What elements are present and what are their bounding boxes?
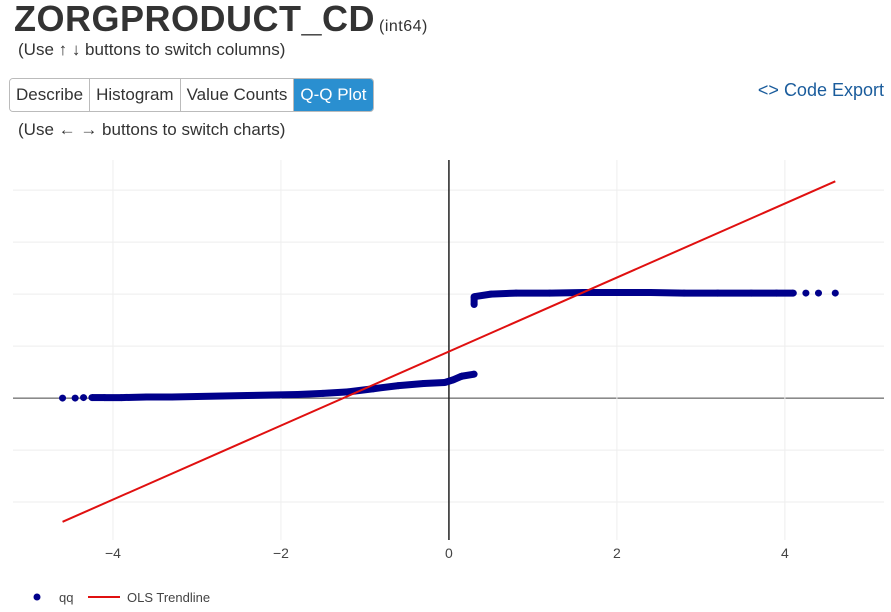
qq-point: [814, 289, 822, 297]
qq-point: [789, 289, 797, 297]
qq-point: [80, 394, 88, 402]
qq-point: [395, 382, 403, 390]
qq-point: [218, 392, 226, 400]
code-export-label: Code Export: [783, 80, 884, 100]
tab-histogram[interactable]: Histogram: [90, 79, 181, 111]
qq-point: [487, 290, 495, 298]
qq-point: [449, 376, 457, 384]
qq-point: [243, 391, 251, 399]
qq-point: [420, 380, 428, 388]
qq-point-band: [247, 391, 273, 399]
code-icon: <>: [757, 80, 779, 100]
qq-point: [772, 289, 780, 297]
qq-point: [88, 394, 96, 402]
qq-point-band: [196, 392, 223, 401]
qq-point: [831, 289, 839, 297]
qq-point-band: [171, 393, 198, 401]
code-export-link[interactable]: <> Code Export: [758, 80, 884, 101]
chart-switch-hint: (Use ← → buttons to switch charts): [18, 120, 286, 139]
ols-trendline: [62, 180, 836, 523]
qq-point: [470, 370, 478, 378]
qq-point: [59, 394, 67, 402]
qq-point: [269, 391, 277, 399]
qq-point: [512, 289, 520, 297]
qq-point: [470, 293, 478, 301]
tab-qq-plot[interactable]: Q-Q Plot: [294, 79, 373, 111]
x-tick-label: 2: [613, 545, 621, 561]
qq-point: [470, 301, 478, 309]
x-tick-label: −4: [105, 545, 121, 561]
x-tick-label: 4: [781, 545, 789, 561]
qq-point: [613, 289, 621, 297]
qq-point: [101, 394, 109, 402]
qq-point: [117, 394, 125, 402]
qq-point: [369, 385, 377, 393]
qq-point: [802, 289, 810, 297]
column-title: ZORGPRODUCT_CD (int64): [14, 0, 428, 40]
qq-point: [680, 289, 688, 297]
qq-point: [546, 289, 554, 297]
qq-point-band: [121, 393, 147, 402]
column-switch-hint: (Use ↑ ↓ buttons to switch columns): [18, 40, 286, 59]
qq-point-band: [549, 289, 584, 297]
qq-point-band: [423, 378, 445, 388]
legend-qq-marker: [33, 593, 41, 601]
qq-point-band: [322, 388, 349, 397]
tab-describe[interactable]: Describe: [10, 79, 91, 111]
qq-point-band: [272, 390, 298, 399]
qq-point: [294, 390, 302, 398]
qq-point-band: [222, 391, 248, 400]
qq-point: [747, 289, 755, 297]
qq-point: [441, 378, 449, 386]
qq-point: [458, 372, 466, 380]
qq-point: [143, 393, 151, 401]
qq-point-band: [650, 289, 685, 297]
qq-point-band: [490, 289, 517, 298]
column-name: ZORGPRODUCT_CD: [14, 0, 376, 39]
tab-value-counts[interactable]: Value Counts: [180, 79, 295, 111]
qq-point: [168, 393, 176, 401]
legend-trend-label: OLS Trendline: [127, 590, 210, 605]
chart-tabs: Describe Histogram Value Counts Q-Q Plot: [9, 78, 374, 112]
qq-point: [71, 394, 79, 402]
dtype-label: (int64): [379, 18, 428, 35]
x-tick-label: −2: [273, 545, 289, 561]
qq-point: [344, 388, 352, 396]
qq-point-band: [398, 380, 425, 390]
qq-point: [714, 289, 722, 297]
qq-point: [647, 289, 655, 297]
qq-point: [193, 393, 201, 401]
x-tick-label: 0: [445, 545, 453, 561]
qq-point-band: [297, 389, 324, 398]
qq-point: [319, 389, 327, 397]
qq-point-band: [372, 382, 399, 393]
legend-qq-label: qq: [59, 590, 73, 605]
